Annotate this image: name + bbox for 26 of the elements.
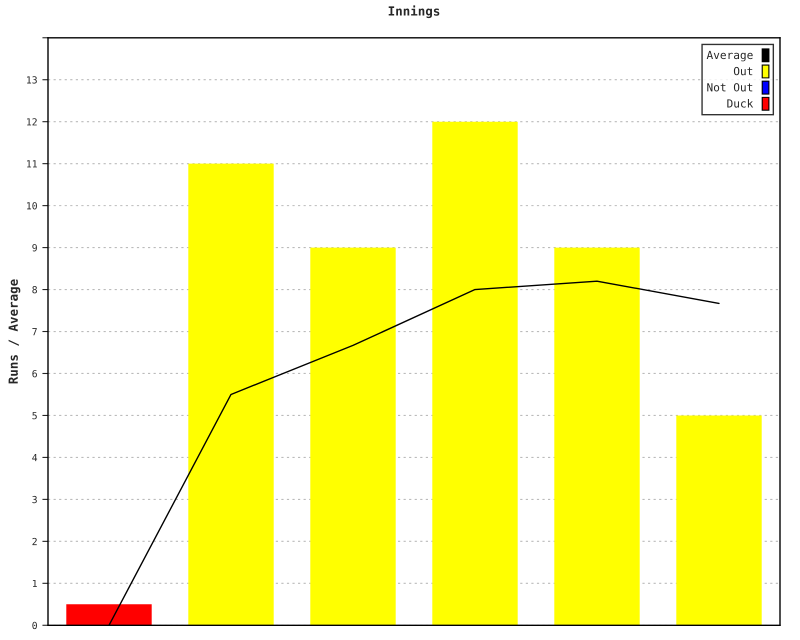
y-tick-label: 4 [32, 454, 38, 462]
legend-label: Average [706, 50, 753, 62]
bar [432, 122, 518, 626]
y-tick-label: 3 [32, 496, 37, 504]
y-tick-label: 2 [32, 538, 37, 546]
y-tick-label: 5 [32, 412, 37, 420]
y-tick-label: 6 [32, 370, 37, 378]
chart-title: Innings [388, 5, 440, 18]
y-tick-label: 0 [32, 622, 37, 630]
y-tick-label: 9 [32, 244, 37, 252]
y-tick-label: 10 [27, 202, 37, 210]
bar [310, 248, 396, 626]
y-tick-label: 7 [32, 328, 37, 336]
y-axis-title: Runs / Average [8, 279, 20, 384]
legend-label: Not Out [707, 83, 752, 92]
bar [188, 164, 274, 626]
bar [676, 415, 762, 626]
legend-label: Duck [727, 99, 754, 108]
legend-label: Out [734, 66, 752, 76]
y-tick-label: 12 [27, 118, 37, 126]
bar [554, 248, 640, 626]
bar [66, 604, 152, 626]
y-tick-label: 1 [32, 580, 37, 588]
y-tick-label: 13 [27, 76, 37, 84]
y-tick-label: 8 [32, 286, 37, 294]
y-tick-label: 11 [27, 160, 37, 168]
